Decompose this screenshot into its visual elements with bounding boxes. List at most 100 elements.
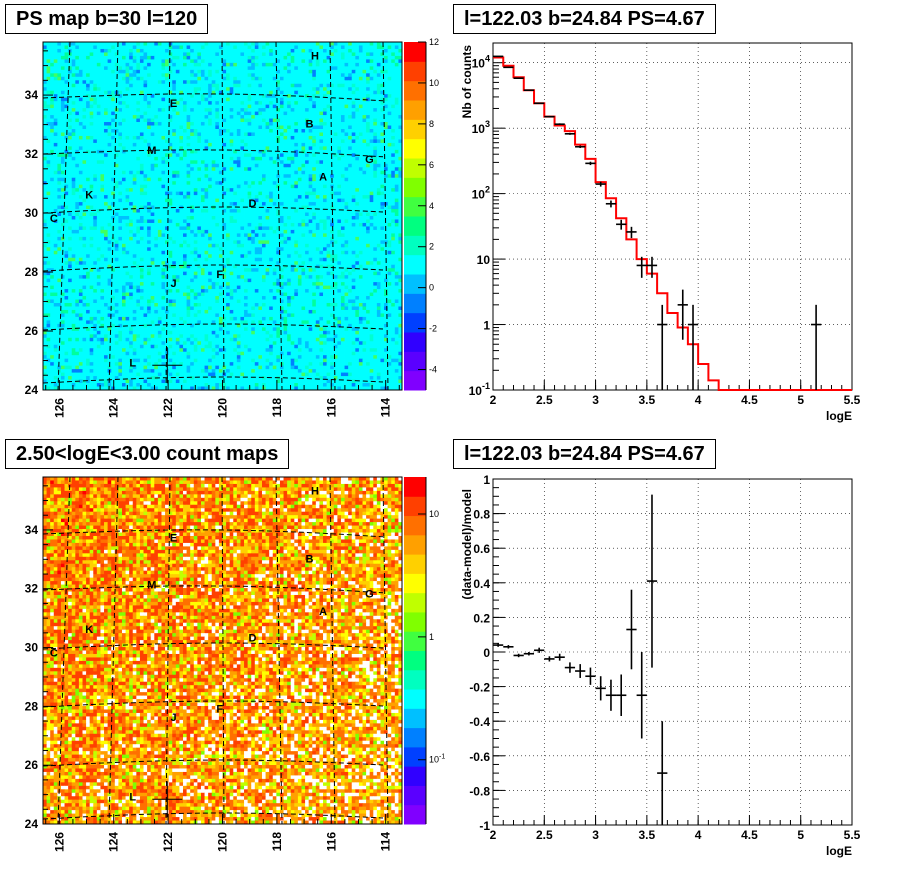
x-tick-label: 122: [161, 832, 175, 852]
x-tick-label: 2: [490, 828, 497, 842]
residual-plot: 2 2.5 3 3.5 4 4.5 5 5.5 -1 -0.8 -0.6 -0.4 -0.2 0 0.2 0.…: [460, 473, 861, 858]
ps-map-title: PS map b=30 l=120: [5, 4, 209, 34]
longitude-line: [329, 41, 336, 391]
source-label: H: [311, 486, 319, 498]
colorbar-swatch: [404, 119, 426, 140]
source-label: M: [147, 145, 156, 157]
y-tick-label: 34: [25, 523, 39, 537]
colorbar-swatch: [404, 689, 426, 709]
residual-point: [605, 679, 617, 711]
longitude-line: [57, 476, 71, 825]
y-tick-label: 30: [25, 206, 39, 220]
y-tick-label: 30: [25, 641, 39, 655]
spectrum-panel: 2 2.5 3 3.5 4 4.5 5 5.5 10-1 1 10 102 103 104 logE Nb o…: [445, 0, 898, 435]
longitude-line: [108, 41, 119, 391]
longitude-line: [382, 476, 389, 825]
grid: [492, 43, 853, 391]
y-tick-label: 103: [472, 119, 490, 136]
y-tick-label: 28: [25, 265, 39, 279]
colorbar-swatch: [404, 631, 426, 651]
residual-point: [523, 652, 535, 656]
latitude-line: [42, 323, 384, 331]
source-label: B: [306, 553, 314, 565]
latitude-line: [42, 149, 384, 158]
count-map-panel: 126 124 122 120 118 116 114 24 26 28 30 32 34 H E B M G A K…: [0, 435, 445, 871]
source-label: K: [85, 624, 93, 636]
x-tick-label: 116: [324, 832, 338, 852]
data-point: [810, 304, 822, 390]
x-tick-label: 5.5: [844, 393, 861, 407]
y-tick-label: 26: [25, 758, 39, 772]
longitude-line: [221, 41, 225, 391]
colorbar-tick-label: -2: [429, 324, 437, 334]
data-point: [493, 55, 504, 58]
colorbar-swatch: [404, 727, 426, 748]
x-tick-label: 3.5: [639, 393, 656, 407]
data-point: [595, 181, 606, 187]
count-map-plot: 126 124 122 120 118 116 114 24 26 28 30 32 34 H E B M G A K…: [25, 476, 445, 852]
x-tick-label: 5: [797, 828, 804, 842]
y-tick-label: -0.6: [469, 750, 490, 764]
colorbar-tick-label: 12: [429, 37, 439, 47]
colorbar-swatch: [404, 332, 426, 352]
longitude-line: [108, 476, 119, 825]
longitude-line: [221, 476, 225, 825]
y-tick-label: 24: [25, 817, 39, 831]
residual-point: [626, 589, 637, 670]
y-tick-label: 34: [25, 88, 39, 102]
latitude-line: [42, 700, 384, 708]
x-tick-label: 5: [797, 393, 804, 407]
colorbar-tick-label: 4: [429, 201, 434, 211]
colorbar-swatch: [404, 177, 426, 198]
y-tick-label: 0.4: [473, 577, 490, 591]
data-point: [534, 102, 545, 105]
residual-title: l=122.03 b=24.84 PS=4.67: [453, 439, 716, 469]
data-point: [626, 226, 637, 239]
colorbar-swatch: [404, 746, 426, 767]
latitude-line: [42, 585, 384, 594]
source-label: E: [170, 533, 177, 545]
y-tick-label: -0.8: [469, 784, 490, 798]
model-histogram: [493, 56, 852, 391]
colorbar-tick-label: 10: [429, 78, 439, 88]
colorbar-swatch: [404, 235, 426, 256]
longitude-line: [329, 476, 336, 825]
latitude-line: [42, 376, 384, 384]
x-tick-label: 116: [324, 398, 338, 418]
longitude-line: [382, 41, 389, 391]
data-point: [554, 123, 565, 126]
data-point: [564, 132, 576, 135]
colorbar-swatch: [404, 611, 426, 632]
colorbar-swatch: [404, 785, 426, 806]
y-tick-label: 10-1: [469, 381, 490, 398]
x-tick-label: 3.5: [639, 828, 656, 842]
y-tick-label: 32: [25, 582, 39, 596]
colorbar-swatch: [404, 573, 426, 594]
data-point: [544, 115, 555, 118]
colorbar-swatch: [404, 138, 426, 159]
colorbar-swatch: [404, 370, 426, 391]
count-map-title: 2.50<logE<3.00 count maps: [5, 439, 290, 469]
colorbar-swatch: [404, 766, 426, 786]
colorbar-swatch: [404, 515, 426, 536]
y-tick-label: 10: [477, 253, 491, 267]
residual-point: [544, 656, 555, 662]
residual-panel: 2 2.5 3 3.5 4 4.5 5 5.5 -1 -0.8 -0.6 -0.4 -0.2 0 0.2 0.…: [445, 435, 898, 871]
colorbar: [404, 477, 426, 825]
x-tick-label: 4.5: [741, 828, 758, 842]
source-label: A: [319, 606, 327, 618]
x-tick-label: 122: [161, 398, 175, 418]
x-tick-label: 4: [695, 828, 702, 842]
y-tick-label: 32: [25, 147, 39, 161]
x-tick-label: 126: [52, 398, 66, 418]
source-label: E: [170, 98, 177, 110]
residual-point: [646, 494, 658, 668]
x-tick-label: 3: [592, 393, 599, 407]
x-tick-label: 5.5: [844, 828, 861, 842]
longitude-line: [275, 476, 283, 825]
x-tick-label: 2.5: [536, 828, 553, 842]
plot-frame: [492, 478, 853, 826]
y-tick-label: 26: [25, 324, 39, 338]
colorbar-tick-label: 0: [429, 283, 434, 293]
colorbar-tick-label: -4: [429, 365, 437, 375]
